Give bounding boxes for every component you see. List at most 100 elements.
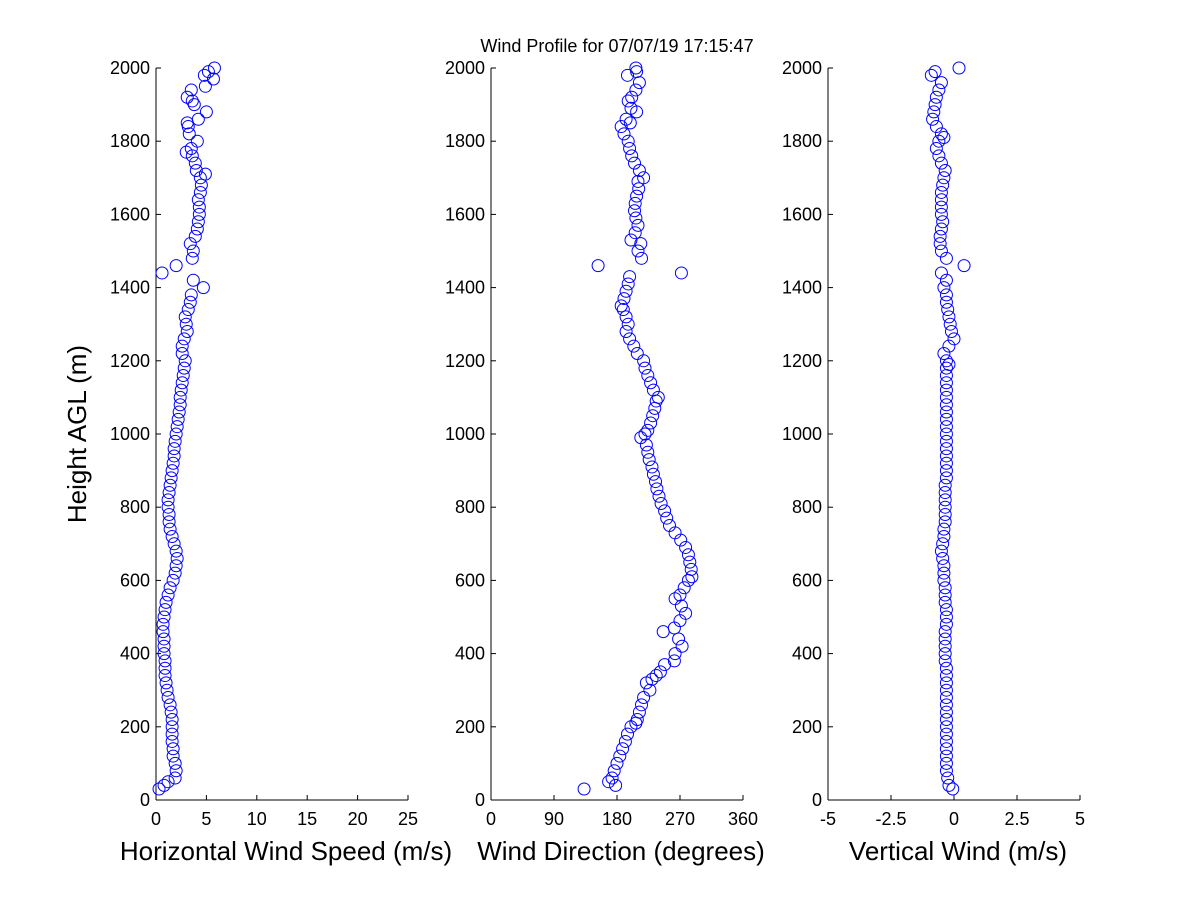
vertical-data-point	[939, 603, 953, 617]
speed-y-tick-label: 0	[140, 790, 150, 810]
speed-data-point	[172, 405, 186, 419]
vertical-data-point	[939, 405, 953, 419]
direction-data-point	[675, 639, 689, 653]
direction-data-point	[629, 83, 643, 97]
speed-data-point	[165, 529, 179, 543]
vertical-data-point	[939, 691, 953, 705]
direction-data-point	[632, 182, 646, 196]
speed-data-point	[206, 72, 220, 86]
speed-x-axis-label: Horizontal Wind Speed (m/s)	[120, 836, 452, 866]
vertical-data-point	[939, 442, 953, 456]
vertical-data-point	[939, 756, 953, 770]
vertical-data-point	[936, 551, 950, 565]
vertical-y-tick-label: 800	[792, 497, 822, 517]
vertical-data-point	[939, 705, 953, 719]
speed-data-point	[157, 647, 171, 661]
speed-data-point	[186, 273, 200, 287]
vertical-data-point	[957, 259, 971, 273]
speed-data-point	[165, 727, 179, 741]
vertical-data-point	[938, 632, 952, 646]
speed-data-point	[198, 79, 212, 93]
direction-data-point	[577, 782, 591, 796]
vertical-data-point	[939, 383, 953, 397]
speed-data-point	[158, 603, 172, 617]
speed-data-point	[168, 566, 182, 580]
direction-data-point	[621, 277, 635, 291]
vertical-data-point	[939, 764, 953, 778]
vertical-data-point	[938, 595, 952, 609]
vertical-data-point	[939, 464, 953, 478]
speed-data-point	[197, 68, 211, 82]
vertical-data-point	[939, 610, 953, 624]
figure-title: Wind Profile for 07/07/19 17:15:47	[480, 36, 753, 56]
speed-data-point	[169, 427, 183, 441]
direction-data-point	[621, 727, 634, 741]
direction-data-point	[658, 504, 672, 518]
vertical-data-point	[934, 156, 948, 170]
direction-data-point	[630, 189, 644, 203]
direction-data-point	[674, 266, 688, 280]
speed-y-tick-label: 1800	[110, 131, 150, 151]
speed-data-point	[156, 617, 170, 631]
direction-x-tick-label: 270	[665, 809, 695, 829]
speed-y-tick-label: 400	[120, 644, 150, 664]
vertical-data-point	[934, 185, 948, 199]
vertical-y-tick-label: 1800	[782, 131, 822, 151]
speed-data-point	[158, 669, 172, 683]
direction-data-point	[672, 632, 686, 646]
speed-data-point	[161, 775, 175, 789]
speed-data-point	[161, 493, 175, 507]
speed-data-point	[168, 434, 182, 448]
speed-data-point	[185, 251, 199, 265]
speed-data-point	[165, 464, 179, 478]
speed-data-point	[161, 588, 175, 602]
speed-data-point	[179, 317, 193, 331]
speed-data-point	[175, 376, 189, 390]
direction-data-point	[634, 431, 648, 445]
direction-data-point	[618, 734, 632, 748]
speed-data-point	[207, 61, 221, 75]
speed-data-point	[171, 412, 185, 426]
vertical-data-point	[952, 61, 966, 75]
vertical-data-point	[934, 200, 948, 214]
direction-data-point	[621, 134, 635, 148]
vertical-data-point	[937, 522, 951, 536]
vertical-data-point	[934, 127, 948, 141]
vertical-data-point	[934, 222, 948, 236]
vertical-y-tick-label: 200	[792, 717, 822, 737]
direction-data-point	[629, 211, 643, 225]
direction-data-point	[630, 346, 644, 360]
speed-data-point	[167, 442, 181, 456]
direction-data-point	[646, 467, 660, 481]
speed-y-axis-label: Height AGL (m)	[62, 345, 92, 523]
speed-data-point	[162, 515, 176, 529]
direction-data-point	[619, 325, 633, 339]
vertical-data-point	[938, 654, 952, 668]
direction-data-point	[651, 390, 665, 404]
speed-data-point	[192, 200, 206, 214]
vertical-data-point	[937, 559, 951, 573]
vertical-x-tick-label: -5	[820, 809, 836, 829]
speed-data-point	[177, 332, 191, 346]
direction-data-point	[681, 548, 695, 562]
direction-data-point	[635, 251, 648, 265]
speed-data-point	[161, 500, 175, 514]
direction-data-point	[623, 270, 637, 284]
speed-data-point	[167, 537, 181, 551]
vertical-data-point	[939, 456, 953, 470]
vertical-data-point	[946, 782, 960, 796]
direction-y-tick-label: 0	[475, 790, 485, 810]
speed-data-point	[159, 676, 173, 690]
direction-data-point	[667, 654, 681, 668]
vertical-data-point	[933, 237, 947, 251]
vertical-data-point	[939, 669, 953, 683]
speed-data-point	[169, 764, 183, 778]
direction-data-point	[649, 475, 662, 489]
speed-data-point	[183, 237, 197, 251]
speed-y-tick-label: 1000	[110, 424, 150, 444]
speed-data-point	[180, 90, 194, 104]
vertical-data-point	[933, 229, 947, 243]
direction-x-tick-label: 180	[602, 809, 632, 829]
direction-data-point	[679, 540, 693, 554]
